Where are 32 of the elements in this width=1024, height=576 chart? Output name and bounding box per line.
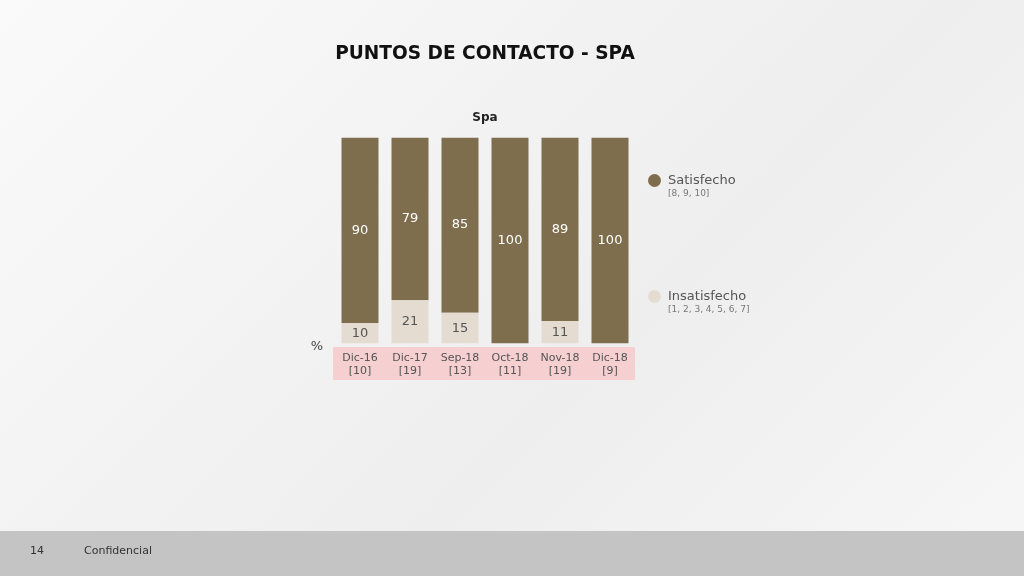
bar <box>591 137 629 344</box>
data-label: 10 <box>351 324 369 340</box>
legend-label: Insatisfecho [1, 2, 3, 4, 5, 6, 7] <box>668 288 750 314</box>
bar <box>441 137 479 313</box>
data-label: 90 <box>351 221 369 237</box>
bar <box>541 320 579 344</box>
data-label: 79 <box>401 210 419 226</box>
x-tick-label: Sep-18 [13] <box>440 351 480 378</box>
bar <box>341 137 379 323</box>
chart-subtitle: Spa <box>472 110 498 125</box>
legend-label: Satisfecho [8, 9, 10] <box>668 172 736 198</box>
bar <box>491 137 529 344</box>
y-axis-title: % <box>310 337 324 353</box>
data-label: 100 <box>497 231 523 247</box>
x-tick-label: Nov-18 [19] <box>540 351 580 378</box>
bar <box>441 312 479 344</box>
x-tick-label: Dic-18 [9] <box>592 351 628 378</box>
data-label: 11 <box>551 323 569 339</box>
data-label: 85 <box>451 216 469 232</box>
text: Confidencial <box>84 544 152 557</box>
data-label: 89 <box>551 220 569 236</box>
chart-title: PUNTOS DE CONTACTO - SPA <box>335 40 635 65</box>
data-label: 15 <box>451 319 469 335</box>
data-label: 100 <box>597 231 623 247</box>
x-tick-label: Dic-17 [19] <box>392 351 428 378</box>
x-tick-label: Dic-16 [10] <box>342 351 378 378</box>
data-label: 21 <box>401 313 419 329</box>
bar <box>541 137 579 321</box>
bar <box>391 137 429 301</box>
text: 14 <box>30 544 44 557</box>
x-tick-label: Oct-18 [11] <box>491 351 529 378</box>
bar <box>391 300 429 344</box>
